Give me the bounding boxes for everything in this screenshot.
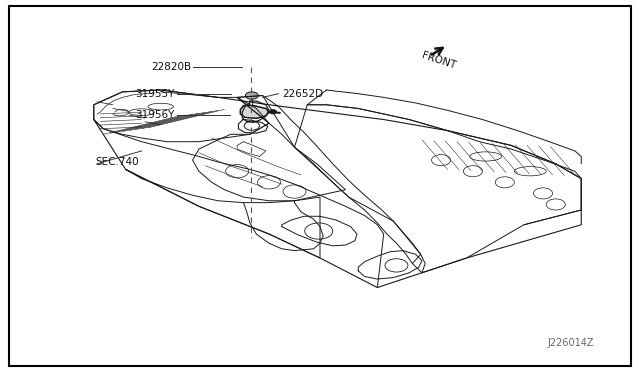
Circle shape bbox=[246, 92, 258, 99]
Circle shape bbox=[269, 110, 276, 114]
Text: J226014Z: J226014Z bbox=[547, 339, 594, 349]
Text: 22652D: 22652D bbox=[282, 89, 323, 99]
Text: FRONT: FRONT bbox=[420, 50, 458, 71]
Text: 22820B: 22820B bbox=[151, 62, 191, 72]
Text: 31956Y: 31956Y bbox=[135, 110, 175, 120]
Text: SEC.740: SEC.740 bbox=[96, 157, 140, 167]
Text: 31955Y: 31955Y bbox=[135, 89, 175, 99]
Polygon shape bbox=[241, 106, 269, 118]
